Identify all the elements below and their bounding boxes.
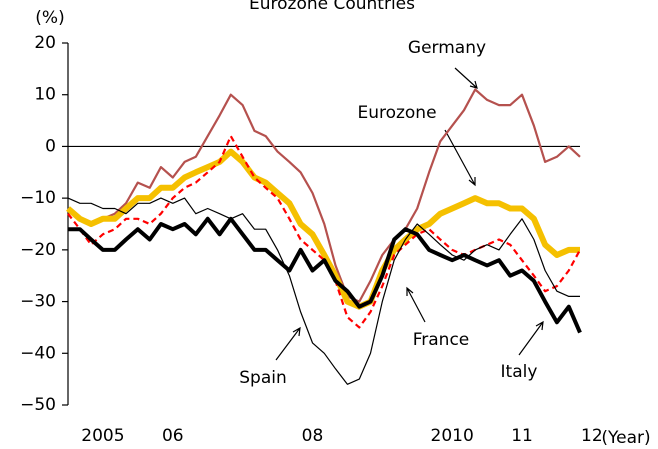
x-tick-label: 2005 [81,426,124,446]
chart-title: Eurozone Countries [249,0,415,14]
annotation: France [413,330,470,350]
y-tick-label: −20 [20,240,56,260]
arrow [454,67,478,89]
x-tick-label: 08 [302,426,324,446]
x-tick-label: 2010 [431,426,474,446]
arrow [444,129,476,187]
annotation: Eurozone [357,103,436,123]
annotation: Italy [501,362,538,382]
series-line [67,197,580,385]
y-tick-label: −10 [20,188,56,208]
y-tick-label: −30 [20,292,56,312]
x-tick-label: 12 [581,426,603,446]
y-tick-label: 0 [45,136,56,156]
x-axis-label: (Year) [601,428,650,448]
arrow [275,326,301,361]
y-axis-label: (%) [35,8,64,28]
x-tick-label: 06 [162,426,184,446]
series-line [68,216,582,334]
y-tick-label: −50 [20,395,56,415]
y-tick-label: 10 [34,85,56,105]
arrow [406,286,426,323]
annotation: Spain [239,368,287,388]
x-tick-label: 11 [511,426,533,446]
arrows [275,67,544,361]
series-line [67,88,581,303]
y-tick-label: 20 [34,33,56,53]
arrow [518,320,544,356]
y-tick-label: −40 [20,343,56,363]
annotation: Germany [408,38,486,58]
series-line [66,148,580,310]
series-line [67,135,581,329]
